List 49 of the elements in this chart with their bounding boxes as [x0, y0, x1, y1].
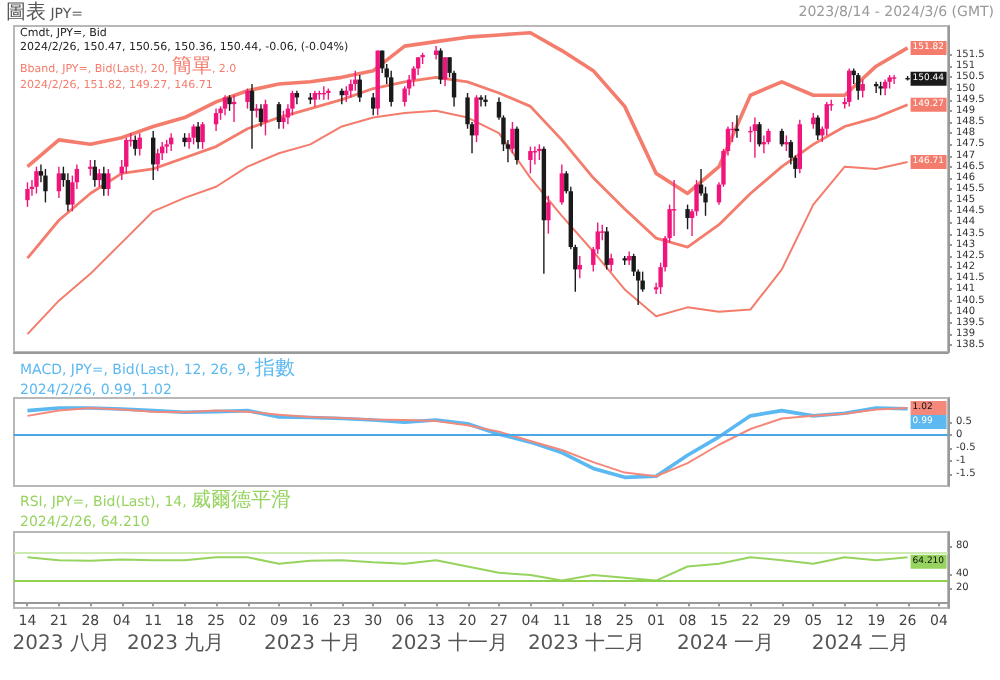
candlestick [752, 116, 758, 159]
candlestick [155, 148, 160, 172]
candlestick [191, 123, 196, 146]
text: 2023 十一月 [390, 631, 509, 655]
candlestick [797, 119, 803, 175]
candlestick [249, 83, 255, 150]
candlestick [65, 172, 71, 213]
candlestick [438, 47, 443, 85]
candlestick [442, 56, 448, 87]
candlestick [276, 101, 282, 130]
candlestick [101, 165, 107, 197]
candlestick [106, 168, 111, 197]
text: 2024 一月 [677, 633, 775, 655]
text: 2023 九月 [127, 631, 225, 655]
candlestick [757, 121, 762, 148]
candlestick [222, 94, 228, 117]
text: 2023 八月 [12, 633, 110, 655]
text: 2023 十月 [263, 631, 362, 655]
candlestick [891, 74, 897, 85]
candlestick [514, 125, 520, 166]
candlestick [559, 163, 565, 206]
candlestick [137, 132, 142, 157]
candlestick [263, 98, 268, 137]
candlestick [34, 165, 39, 195]
candlestick [133, 134, 138, 157]
candlestick [510, 121, 515, 154]
candlestick [824, 101, 829, 137]
candlestick [213, 107, 219, 132]
candlestick [855, 72, 861, 101]
text: 2024 二月 [811, 633, 910, 655]
candlestick [290, 90, 295, 117]
candlestick [847, 67, 852, 108]
candlestick [478, 94, 484, 108]
candlestick [43, 168, 48, 204]
candlestick [604, 226, 609, 271]
candlestick [56, 165, 62, 199]
candlestick [388, 69, 394, 108]
candlestick [371, 92, 376, 117]
candlestick [25, 181, 30, 208]
candlestick [195, 121, 201, 150]
candlestick [200, 121, 205, 150]
candlestick [528, 145, 533, 175]
candlestick [474, 94, 479, 143]
candlestick [124, 136, 129, 175]
candlestick [411, 65, 416, 87]
candlestick [685, 203, 690, 230]
candlestick [245, 87, 250, 110]
candlestick [546, 195, 551, 235]
text: 2023 十二月 [527, 631, 646, 655]
